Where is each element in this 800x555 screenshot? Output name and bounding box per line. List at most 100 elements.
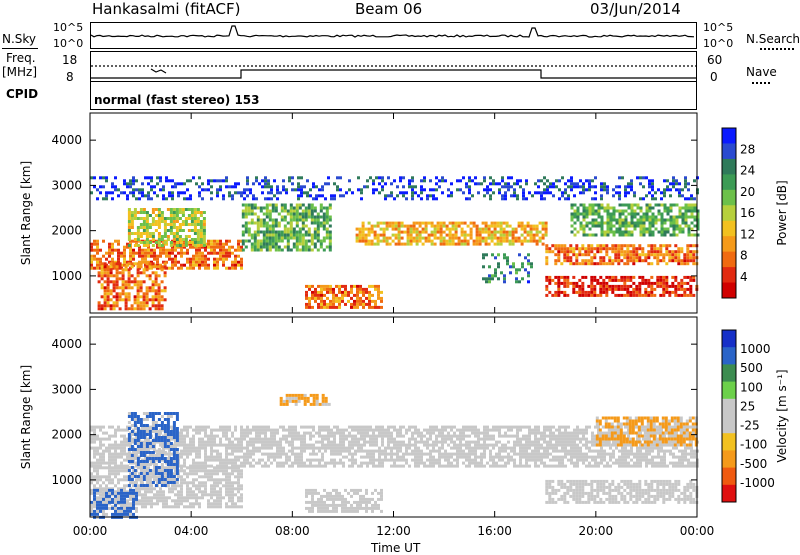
heatmap-cell xyxy=(376,236,380,240)
heatmap-cell xyxy=(475,239,479,243)
heatmap-cell xyxy=(642,227,646,231)
heatmap-cell xyxy=(522,452,525,456)
heatmap-cell xyxy=(256,230,260,234)
heatmap-cell xyxy=(447,458,450,462)
heatmap-cell xyxy=(499,239,503,243)
heatmap-cell xyxy=(478,242,482,246)
heatmap-cell xyxy=(459,431,462,435)
heatmap-cell xyxy=(256,224,260,228)
heatmap-cell xyxy=(320,305,323,309)
heatmap-cell xyxy=(406,230,410,234)
heatmap-cell xyxy=(304,230,308,234)
heatmap-cell xyxy=(615,227,619,231)
heatmap-cell xyxy=(582,182,585,186)
heatmap-cell xyxy=(320,290,323,294)
heatmap-cell xyxy=(642,458,645,462)
heatmap-cell xyxy=(620,284,624,288)
heatmap-cell xyxy=(621,458,624,462)
heatmap-cell xyxy=(511,230,515,234)
heatmap-cell xyxy=(222,197,225,201)
heatmap-cell xyxy=(421,230,425,234)
heatmap-cell xyxy=(543,440,546,444)
heatmap-cell xyxy=(201,461,204,465)
heatmap-cell xyxy=(510,176,513,180)
heatmap-cell xyxy=(124,295,128,299)
heatmap-cell xyxy=(624,218,628,222)
heatmap-cell xyxy=(603,185,606,189)
heatmap-cell xyxy=(100,271,104,275)
heatmap-cell xyxy=(338,296,341,300)
heatmap-cell xyxy=(189,437,192,441)
heatmap-cell xyxy=(498,434,501,438)
heatmap-cell xyxy=(163,235,167,238)
heatmap-cell xyxy=(591,458,594,462)
heatmap-cell xyxy=(231,263,234,267)
heatmap-cell xyxy=(280,230,284,234)
heatmap-cell xyxy=(382,227,386,231)
heatmap-cell xyxy=(126,437,129,441)
heatmap-cell xyxy=(507,185,510,189)
heatmap-cell xyxy=(633,455,636,459)
heatmap-cell xyxy=(279,455,282,459)
heatmap-cell xyxy=(548,247,552,251)
heatmap-cell xyxy=(261,428,264,432)
heatmap-cell xyxy=(327,437,330,441)
heatmap-cell xyxy=(97,301,101,305)
heatmap-cell xyxy=(599,287,603,291)
heatmap-cell xyxy=(102,443,105,447)
heatmap-cell xyxy=(288,434,291,438)
heatmap-cell xyxy=(336,176,339,180)
heatmap-cell xyxy=(505,239,509,243)
heatmap-cell xyxy=(333,197,336,201)
heatmap-cell xyxy=(111,245,114,249)
heatmap-cell xyxy=(541,227,545,231)
heatmap-cell xyxy=(450,464,453,468)
heatmap-cell xyxy=(620,293,624,297)
heatmap-cell xyxy=(409,227,413,231)
heatmap-cell xyxy=(457,242,461,246)
heatmap-cell xyxy=(163,298,167,302)
heatmap-cell xyxy=(234,254,237,258)
heatmap-cell xyxy=(525,443,528,447)
heatmap-cell xyxy=(96,446,99,450)
heatmap-cell xyxy=(530,262,533,266)
heatmap-cell xyxy=(543,461,546,465)
heatmap-cell xyxy=(207,251,210,255)
heatmap-cell xyxy=(159,452,162,456)
heatmap-cell xyxy=(300,185,303,189)
heatmap-cell xyxy=(341,296,344,300)
heatmap-cell xyxy=(683,262,687,266)
heatmap-cell xyxy=(436,224,440,228)
heatmap-cell xyxy=(456,437,459,441)
heatmap-cell xyxy=(534,443,537,447)
heatmap-cell xyxy=(387,431,390,435)
heatmap-cell xyxy=(620,250,624,254)
heatmap-cell xyxy=(183,446,186,450)
heatmap-cell xyxy=(435,425,438,429)
heatmap-cell xyxy=(429,452,432,456)
heatmap-cell xyxy=(228,251,231,255)
heatmap-cell xyxy=(402,458,405,462)
heatmap-cell xyxy=(130,226,134,229)
heatmap-cell xyxy=(621,230,625,234)
heatmap-cell xyxy=(310,242,314,246)
heatmap-cell xyxy=(385,239,389,243)
heatmap-cell xyxy=(309,443,312,447)
heatmap-cell xyxy=(117,257,120,261)
heatmap-cell xyxy=(672,203,676,207)
heatmap-cell xyxy=(557,275,561,279)
heatmap-cell xyxy=(327,176,330,180)
heatmap-cell xyxy=(696,215,700,219)
heatmap-cell xyxy=(526,224,530,228)
heatmap-cell xyxy=(532,236,536,240)
heatmap-cell xyxy=(148,232,152,235)
heatmap-cell xyxy=(651,221,655,225)
heatmap-cell xyxy=(270,437,273,441)
heatmap-cell xyxy=(124,286,128,290)
heatmap-cell xyxy=(579,191,582,195)
heatmap-cell xyxy=(169,211,173,214)
heatmap-cell xyxy=(505,236,509,240)
heatmap-cell xyxy=(190,214,194,217)
heatmap-cell xyxy=(259,239,263,243)
heatmap-cell xyxy=(237,440,240,444)
